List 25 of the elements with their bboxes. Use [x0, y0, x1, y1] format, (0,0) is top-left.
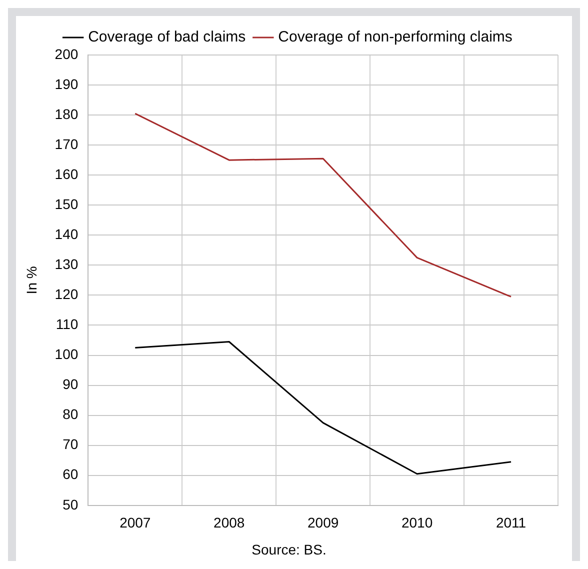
y-tick-label: 150: [54, 196, 78, 212]
y-tick-label: 130: [54, 256, 78, 272]
source-note: Source: BS.: [252, 541, 326, 558]
x-tick-label: 2011: [496, 514, 526, 531]
y-tick-label: 80: [62, 406, 78, 422]
y-tick-label: 140: [54, 226, 78, 242]
y-tick-label: 100: [54, 346, 78, 362]
y-tick-label: 70: [62, 436, 78, 452]
y-tick-label: 110: [56, 316, 78, 332]
legend-label: Coverage of bad claims: [88, 28, 246, 46]
y-axis-title: In %: [23, 266, 40, 294]
y-tick-label: 180: [54, 106, 78, 122]
y-tick-label: 170: [54, 136, 78, 152]
y-tick-label: 90: [62, 376, 78, 392]
y-tick-label: 190: [54, 76, 78, 92]
x-tick-label: 2007: [120, 514, 151, 531]
y-tick-label: 50: [62, 496, 78, 512]
x-tick-label: 2009: [308, 514, 339, 531]
y-tick-label: 60: [62, 466, 78, 482]
y-tick-label: 120: [54, 286, 78, 302]
y-tick-label: 200: [54, 46, 78, 62]
legend-label: Coverage of non-performing claims: [278, 28, 512, 46]
x-tick-label: 2010: [401, 514, 433, 531]
x-tick-label: 2008: [214, 514, 245, 531]
y-tick-label: 160: [54, 166, 78, 182]
